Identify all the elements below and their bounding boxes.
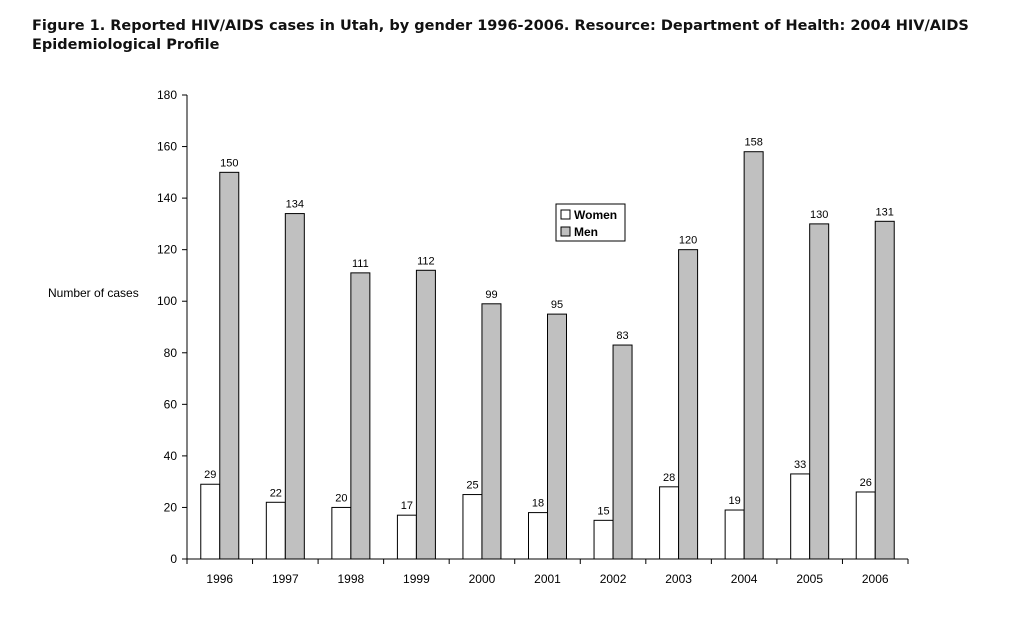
bar-men-1999 [415,269,436,560]
bar-women-1996 [200,483,221,560]
y-tick-label: 0 [170,552,177,566]
legend-label-women: Women [574,208,617,222]
data-label-men-2003: 120 [679,235,697,247]
y-tick-label: 120 [157,243,177,257]
figure-title: Figure 1. Reported HIV/AIDS cases in Uta… [32,17,1007,55]
data-label-women-2003: 28 [663,472,675,484]
x-tick-label: 2001 [534,572,561,586]
y-tick-label: 160 [157,140,177,154]
data-label-men-2004: 158 [744,137,762,149]
data-label-men-2000: 99 [485,289,497,301]
y-tick-label: 100 [157,294,177,308]
data-label-men-1996: 150 [220,157,238,169]
legend-swatch-women [560,209,571,220]
legend: Women Men [555,203,626,242]
data-label-women-1996: 29 [204,469,216,481]
data-label-men-2002: 83 [616,330,628,342]
data-label-men-2005: 130 [810,209,828,221]
data-label-women-2002: 15 [597,505,609,517]
data-label-women-1998: 20 [335,492,347,504]
x-tick-label: 1996 [206,572,233,586]
data-label-men-2001: 95 [551,299,563,311]
bar-men-2002 [612,344,633,560]
x-tick-label: 1999 [403,572,430,586]
bar-women-2004 [724,509,745,560]
y-tick-label: 60 [164,397,178,411]
bar-men-2000 [481,303,502,560]
legend-swatch-men [560,226,571,237]
bar-women-2003 [659,486,680,560]
data-label-women-2006: 26 [860,477,872,489]
bar-women-1997 [265,501,286,560]
data-label-men-2006: 131 [876,206,894,218]
data-label-women-2001: 18 [532,498,544,510]
bar-women-2000 [462,494,483,560]
bar-women-1998 [331,506,352,560]
bar-women-2001 [528,512,548,560]
y-axis-label: Number of cases [48,286,139,300]
data-label-women-2005: 33 [794,459,806,471]
figure-title-line-2: Epidemiological Profile [32,37,220,53]
x-tick-label: 2003 [665,572,692,586]
y-tick-label: 20 [164,500,178,514]
bar-men-2001 [547,313,567,560]
x-tick-label: 2000 [469,572,496,586]
data-label-men-1997: 134 [286,199,304,211]
bar-men-1996 [219,171,240,560]
x-tick-label: 2004 [731,572,758,586]
bar-women-2006 [855,491,876,560]
bar-women-2002 [593,519,614,560]
bar-men-2006 [874,220,895,560]
data-label-women-1999: 17 [401,500,413,512]
x-tick-label: 2002 [600,572,627,586]
y-tick-label: 180 [157,88,177,102]
data-label-women-2000: 25 [466,480,478,492]
y-tick-label: 80 [164,346,178,360]
bar-men-1997 [284,213,305,560]
bar-men-1998 [350,272,371,560]
bar-men-2005 [809,223,830,560]
legend-label-men: Men [574,225,598,239]
x-tick-label: 1997 [272,572,299,586]
plot-area: 0 20 40 60 80 100 120 140 160 180 29 150 1996 22 134 19… [157,88,909,586]
data-label-women-2004: 19 [729,495,741,507]
x-tick-label: 2006 [862,572,889,586]
data-label-men-1998: 111 [352,258,369,270]
figure-title-line-1: Figure 1. Reported HIV/AIDS cases in Uta… [32,18,969,34]
data-label-women-1997: 22 [270,487,282,499]
bar-women-2005 [790,473,811,560]
x-tick-label: 2005 [796,572,823,586]
bar-women-1999 [396,514,417,560]
y-tick-label: 40 [164,449,178,463]
data-label-men-1999: 112 [417,255,435,267]
x-tick-label: 1998 [338,572,365,586]
bar-men-2003 [678,249,699,560]
y-tick-label: 140 [157,191,177,205]
bar-men-2004 [743,151,764,560]
